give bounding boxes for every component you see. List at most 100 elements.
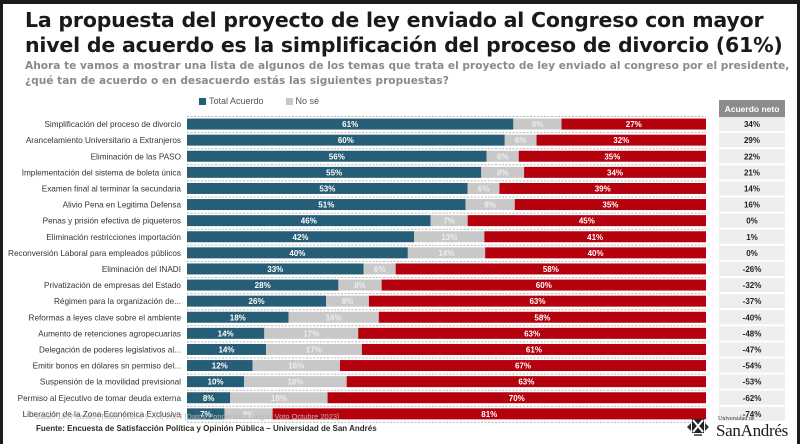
legend-label: No sé — [295, 96, 320, 106]
category-label: Régimen para la organización de... — [54, 297, 181, 306]
data-label: 33% — [267, 265, 283, 274]
bar-disagree — [485, 247, 706, 259]
data-label: 35% — [602, 201, 618, 210]
net-value: 34% — [744, 120, 760, 129]
data-label: 18% — [287, 378, 303, 387]
data-label: 8% — [203, 394, 215, 403]
data-label: 46% — [301, 217, 317, 226]
bar-agree — [187, 166, 482, 178]
bar-agree — [187, 392, 231, 404]
net-value: -47% — [743, 345, 762, 354]
bar-agree — [187, 247, 408, 259]
net-value: 16% — [744, 201, 760, 210]
bar-unknown — [265, 343, 362, 355]
bar-disagree — [518, 150, 706, 162]
bar-disagree — [368, 295, 706, 307]
bar-disagree — [378, 311, 706, 323]
bar-agree — [187, 150, 487, 162]
net-cell — [719, 358, 785, 373]
data-label: 40% — [289, 249, 305, 258]
net-cell — [719, 165, 785, 180]
bar-agree — [187, 327, 265, 339]
category-label: Examen final al terminar la secundaria — [42, 184, 182, 193]
data-label: 10% — [208, 378, 224, 387]
bar-disagree — [467, 215, 706, 227]
legend-swatch-agree — [199, 97, 206, 105]
net-value: 0% — [746, 249, 758, 258]
bar-agree — [187, 182, 468, 194]
data-label: 58% — [534, 313, 550, 322]
category-label: Delegación de poderes legislativos al... — [39, 345, 181, 354]
category-label: Implementación del sistema de boleta úni… — [22, 168, 182, 177]
bar-unknown — [481, 166, 525, 178]
data-label: 27% — [626, 120, 642, 129]
bar-unknown — [407, 247, 486, 259]
bar-unknown — [363, 263, 396, 275]
net-value: -37% — [743, 297, 762, 306]
bar-disagree — [484, 231, 706, 243]
data-label: 17% — [303, 329, 319, 338]
net-cell — [719, 149, 785, 164]
data-label: 34% — [607, 168, 623, 177]
university-logo: Universidad de SanAndrés — [680, 414, 797, 444]
legend: Total Acuerdo No sé — [199, 96, 319, 106]
category-label: Reconversión Laboral para empleados públ… — [8, 249, 181, 258]
bar-unknown — [224, 408, 273, 420]
data-label: 61% — [342, 120, 358, 129]
base-footnote: Base: 1007 casos (Total), Enero 9 –16 20… — [36, 412, 340, 421]
chart-title: La propuesta del proyecto de ley enviado… — [25, 8, 783, 57]
data-label: 9% — [243, 410, 255, 419]
bar-unknown — [414, 231, 485, 243]
net-value: -53% — [743, 378, 762, 387]
data-label: 61% — [526, 345, 542, 354]
bar-agree — [187, 311, 289, 323]
net-cell — [719, 197, 785, 212]
net-value: -40% — [743, 313, 762, 322]
net-cell — [719, 310, 785, 325]
category-label: Alivio Pena en Legitima Defensa — [63, 201, 182, 210]
data-label: 63% — [518, 378, 534, 387]
data-label: 28% — [255, 281, 271, 290]
data-label: 6% — [515, 136, 527, 145]
data-label: 8% — [354, 281, 366, 290]
legend-label: Total Acuerdo — [209, 96, 264, 106]
data-label: 18% — [271, 394, 287, 403]
bar-disagree — [561, 118, 706, 130]
data-label: 41% — [587, 233, 603, 242]
data-label: 51% — [318, 201, 334, 210]
data-label: 7% — [443, 217, 455, 226]
category-label: Simplificación del proceso de divorcio — [44, 120, 181, 129]
data-label: 9% — [532, 120, 544, 129]
net-value: -74% — [743, 410, 762, 419]
bar-disagree — [327, 392, 706, 404]
data-label: 26% — [249, 297, 265, 306]
net-cell — [719, 326, 785, 341]
data-label: 16% — [326, 313, 342, 322]
data-label: 14% — [218, 345, 234, 354]
data-label: 18% — [230, 313, 246, 322]
bar-agree — [187, 231, 415, 243]
net-value: -26% — [743, 265, 762, 274]
net-cell — [719, 229, 785, 244]
net-value: -32% — [743, 281, 762, 290]
legend-swatch-unknown — [285, 97, 293, 105]
bar-disagree — [499, 182, 706, 194]
net-cell — [719, 133, 785, 148]
data-label: 63% — [529, 297, 545, 306]
data-label: 39% — [595, 184, 611, 193]
bar-disagree — [381, 279, 706, 291]
bar-disagree — [514, 199, 706, 211]
net-value: 14% — [744, 184, 760, 193]
net-cell — [719, 406, 785, 421]
data-label: 32% — [613, 136, 629, 145]
logo-small-text: Universidad de — [718, 416, 755, 422]
bar-unknown — [288, 311, 379, 323]
bar-disagree — [358, 327, 706, 339]
category-label: Eliminación de las PASO — [91, 152, 181, 161]
data-label: 14% — [438, 249, 454, 258]
data-label: 8% — [497, 168, 509, 177]
bar-agree — [187, 215, 431, 227]
data-label: 58% — [543, 265, 559, 274]
net-value: -54% — [743, 362, 762, 371]
bar-agree — [187, 118, 514, 130]
